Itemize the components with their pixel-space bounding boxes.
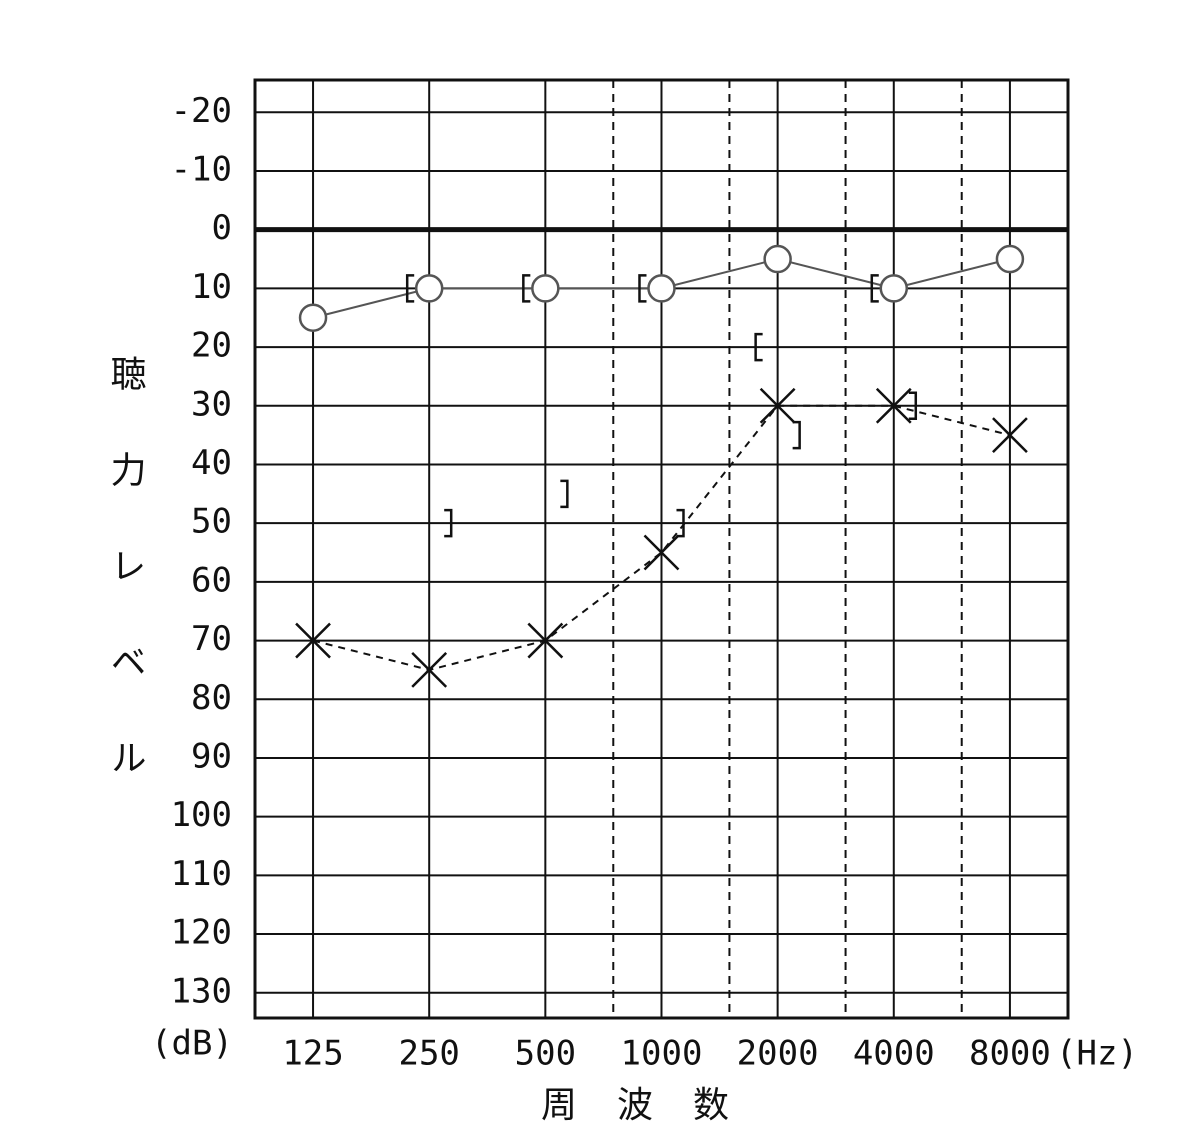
marker bbox=[992, 417, 1028, 454]
marker bbox=[405, 274, 415, 303]
x-axis-label: 周波数 bbox=[541, 1085, 769, 1126]
x-tick-label: 125 bbox=[282, 1034, 343, 1074]
y-tick-label: 70 bbox=[191, 619, 232, 659]
marker bbox=[298, 303, 328, 332]
x-tick-label: 4000 bbox=[853, 1034, 935, 1074]
marker bbox=[444, 508, 453, 538]
marker bbox=[411, 652, 448, 688]
y-tick-label: 120 bbox=[171, 913, 232, 953]
x-tick-label: 500 bbox=[515, 1034, 576, 1074]
marker bbox=[879, 274, 909, 303]
x-tick-label: 2000 bbox=[737, 1034, 819, 1074]
x-tick-label: 8000 bbox=[969, 1034, 1051, 1074]
marker bbox=[531, 274, 560, 303]
y-tick-label: -20 bbox=[171, 91, 232, 131]
x-tick-label: 250 bbox=[398, 1034, 459, 1074]
x-tick-label: 1000 bbox=[621, 1034, 703, 1074]
marker bbox=[754, 332, 763, 362]
y-tick-label: 40 bbox=[191, 443, 232, 483]
marker bbox=[560, 479, 569, 509]
marker bbox=[295, 622, 331, 659]
marker bbox=[759, 387, 796, 424]
marker bbox=[875, 387, 912, 424]
y-tick-label: -10 bbox=[171, 149, 232, 189]
marker bbox=[676, 508, 685, 538]
marker bbox=[638, 274, 647, 303]
y-tick-label: 10 bbox=[191, 267, 232, 307]
y-tick-label: 90 bbox=[191, 736, 232, 776]
y-tick-label: 60 bbox=[191, 560, 232, 600]
marker bbox=[522, 274, 531, 303]
marker bbox=[995, 244, 1025, 274]
y-tick-label: 50 bbox=[191, 502, 232, 542]
marker bbox=[643, 534, 680, 571]
y-tick-label: 80 bbox=[191, 678, 232, 718]
y-tick-label: 100 bbox=[171, 795, 232, 835]
marker bbox=[792, 420, 801, 450]
y-unit: (dB) bbox=[151, 1024, 233, 1064]
marker bbox=[763, 244, 792, 274]
y-tick-label: 110 bbox=[171, 854, 232, 894]
x-unit: (Hz) bbox=[1056, 1034, 1138, 1074]
y-tick-label: 20 bbox=[191, 326, 232, 366]
marker bbox=[647, 274, 676, 303]
marker bbox=[908, 391, 918, 421]
y-axis-label: 聴力レベル bbox=[105, 355, 146, 835]
marker bbox=[870, 274, 879, 303]
y-tick-label: 30 bbox=[191, 384, 232, 424]
y-tick-label: 130 bbox=[171, 971, 232, 1011]
marker bbox=[527, 622, 564, 659]
y-tick-label: 0 bbox=[212, 208, 232, 248]
marker bbox=[414, 274, 444, 303]
